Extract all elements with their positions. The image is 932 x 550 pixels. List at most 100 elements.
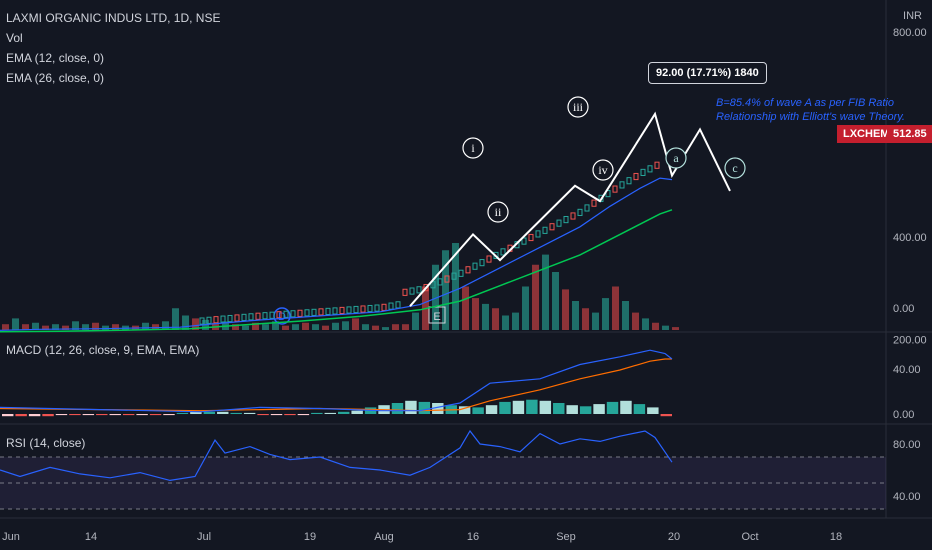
price-candle xyxy=(528,233,534,242)
price-candle xyxy=(458,269,464,277)
volume-bar xyxy=(82,324,89,330)
price-candle xyxy=(598,194,604,202)
volume-bar xyxy=(182,315,189,330)
rsi-line xyxy=(0,429,673,482)
dividend-marker-label: D xyxy=(278,311,286,323)
volume-bar xyxy=(272,321,279,330)
volume-bar xyxy=(432,264,439,330)
volume-bar xyxy=(52,324,59,330)
volume-bar xyxy=(172,308,179,330)
price-candle xyxy=(297,309,303,317)
volume-bar xyxy=(242,325,249,330)
price-candle xyxy=(262,312,268,320)
wave-label: c xyxy=(732,161,737,175)
price-candle xyxy=(584,204,590,212)
macd-histogram-bar xyxy=(660,414,672,417)
macd-histogram-bar xyxy=(109,414,121,416)
price-candle xyxy=(353,305,359,314)
wave-label-circle xyxy=(567,96,589,118)
macd-histogram-bar xyxy=(405,400,417,414)
volume-bar xyxy=(372,325,379,330)
price-candle xyxy=(619,181,625,189)
macd-histogram-bar xyxy=(391,403,404,414)
wave-label-circle xyxy=(665,147,687,169)
volume-bar xyxy=(492,308,499,330)
price-candle xyxy=(381,303,387,311)
macd-histogram-bar xyxy=(176,412,189,414)
volume-bar xyxy=(92,322,99,330)
macd-histogram-bar xyxy=(432,403,444,414)
price-candle xyxy=(633,172,639,181)
price-candle xyxy=(402,288,408,296)
macd-histogram-bar xyxy=(620,400,632,414)
ema26-legend[interactable]: EMA (26, close, 0) xyxy=(6,71,105,85)
price-tick-label: 0.00 xyxy=(893,303,914,315)
macd-histogram-bar xyxy=(55,414,68,416)
macd-histogram-bar xyxy=(163,414,175,416)
price-candle xyxy=(304,309,310,317)
volume-bar xyxy=(192,318,199,330)
price-candle xyxy=(577,208,583,216)
macd-histogram-bar xyxy=(485,405,498,414)
macd-signal-line xyxy=(0,358,672,412)
ticker-price: 512.85 xyxy=(893,128,927,140)
chart-legend: LAXMI ORGANIC INDUS LTD, 1D, NSE Vol EMA… xyxy=(6,8,220,88)
price-candle xyxy=(444,275,450,283)
x-tick-label: Oct xyxy=(741,531,758,543)
volume-bar xyxy=(612,286,619,330)
price-candle xyxy=(360,305,366,313)
macd-histogram-bar xyxy=(217,411,229,414)
fib-note: B=85.4% of wave A as per FIB Ratio Relat… xyxy=(716,97,905,123)
rsi-legend[interactable]: RSI (14, close) xyxy=(6,436,86,450)
price-candle xyxy=(437,278,443,286)
macd-histogram-bar xyxy=(149,414,162,416)
ticker-badge[interactable]: LXCHEM xyxy=(837,125,896,143)
price-candle xyxy=(388,302,394,310)
volume-legend[interactable]: Vol xyxy=(6,31,23,45)
volume-bar xyxy=(22,324,29,330)
ema26-line xyxy=(0,209,673,333)
macd-histogram-bar xyxy=(606,401,619,414)
price-badge[interactable]: 512.85 xyxy=(887,125,932,143)
price-candle xyxy=(416,286,422,294)
volume-bar xyxy=(322,325,329,330)
price-candle xyxy=(374,304,380,312)
macd-histogram-bar xyxy=(418,401,431,414)
volume-bar xyxy=(392,324,399,330)
currency-label[interactable]: INR xyxy=(903,10,922,22)
price-candle xyxy=(199,317,205,325)
volume-bar xyxy=(2,324,9,330)
macd-histogram-bar xyxy=(472,407,484,414)
macd-histogram-bar xyxy=(190,411,202,414)
ticker-name: LXCHEM xyxy=(843,128,890,140)
price-candle xyxy=(241,313,247,321)
price-candle xyxy=(339,306,345,315)
price-candle xyxy=(591,199,597,207)
price-candle xyxy=(318,308,324,316)
macd-histogram-bar xyxy=(338,411,350,414)
volume-bar xyxy=(562,289,569,330)
price-candle xyxy=(500,248,506,256)
volume-bar xyxy=(382,327,389,330)
wave-label: iv xyxy=(598,163,607,177)
volume-bar xyxy=(292,324,299,330)
price-candle xyxy=(535,230,541,238)
volume-bar xyxy=(582,308,589,330)
ema12-legend[interactable]: EMA (12, close, 0) xyxy=(6,51,105,65)
volume-bar xyxy=(72,321,79,330)
volume-bar xyxy=(522,286,529,330)
price-candle xyxy=(206,316,212,324)
symbol-title[interactable]: LAXMI ORGANIC INDUS LTD, 1D, NSE xyxy=(6,11,221,25)
earnings-marker-label: E xyxy=(433,311,440,323)
price-candle xyxy=(290,310,296,318)
price-candle xyxy=(346,306,352,314)
price-candle xyxy=(269,311,275,319)
macd-histogram-bar xyxy=(526,399,538,414)
volume-bar xyxy=(142,322,149,330)
macd-histogram-bar xyxy=(69,414,81,416)
macd-tick-label: 40.00 xyxy=(893,364,921,376)
volume-bar xyxy=(282,325,289,330)
macd-legend[interactable]: MACD (12, 26, close, 9, EMA, EMA) xyxy=(6,343,200,357)
volume-bar xyxy=(302,322,309,330)
